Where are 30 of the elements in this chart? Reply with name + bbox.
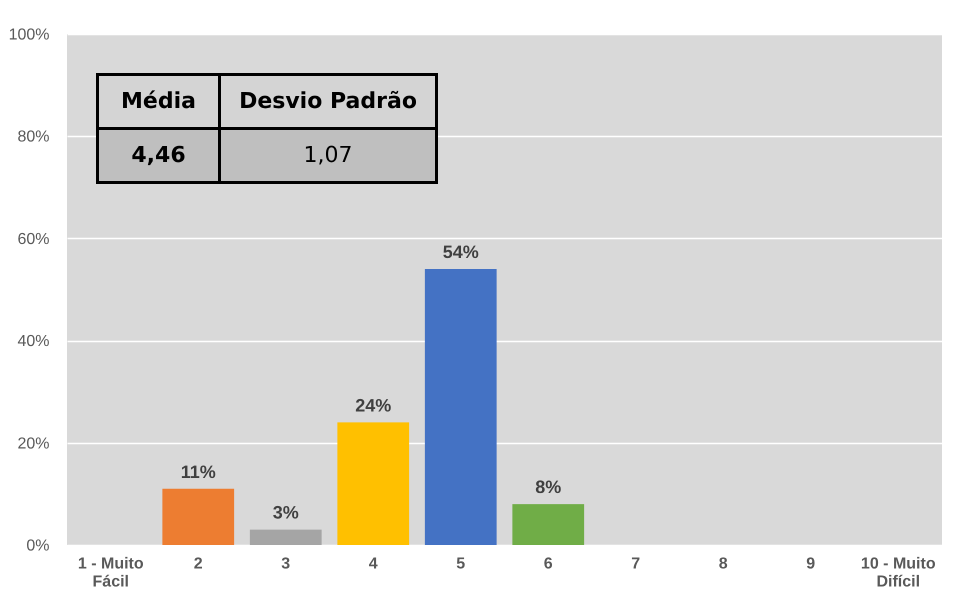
x-tick-label: 3 xyxy=(281,556,290,572)
annotation: Desvio Padrão xyxy=(220,74,436,128)
data-label: 24% xyxy=(355,395,392,416)
bar xyxy=(162,488,234,545)
data-label: 11% xyxy=(180,462,216,482)
y-tick-label: 100% xyxy=(8,26,50,44)
annotation: 1,07 xyxy=(220,128,436,182)
data-label: 3% xyxy=(272,502,299,523)
bar xyxy=(337,422,410,545)
x-tick-label: 10 - Muito Difícil xyxy=(860,556,936,590)
data-label: 54% xyxy=(442,242,479,262)
annotation: Média xyxy=(98,74,220,128)
y-tick-label: 80% xyxy=(17,128,50,146)
x-tick-label: 9 xyxy=(806,556,816,572)
x-tick-label: 8 xyxy=(718,556,728,572)
y-tick-label: 0% xyxy=(26,538,50,554)
y-tick-label: 60% xyxy=(17,230,50,248)
bar xyxy=(250,530,322,545)
x-tick-label: 7 xyxy=(631,556,640,572)
x-tick-label: 5 xyxy=(456,556,466,572)
bar xyxy=(424,269,497,545)
y-tick-label: 20% xyxy=(17,435,50,452)
x-tick-label: 4 xyxy=(368,556,378,572)
bar xyxy=(512,504,584,545)
x-tick-label: 1 - Muito Fácil xyxy=(78,556,144,590)
annotation: 4,46 xyxy=(98,128,220,182)
data-label: 8% xyxy=(535,477,562,498)
x-tick-label: 2 xyxy=(194,556,203,572)
y-tick-label: 40% xyxy=(17,333,50,350)
x-tick-label: 6 xyxy=(544,556,553,572)
